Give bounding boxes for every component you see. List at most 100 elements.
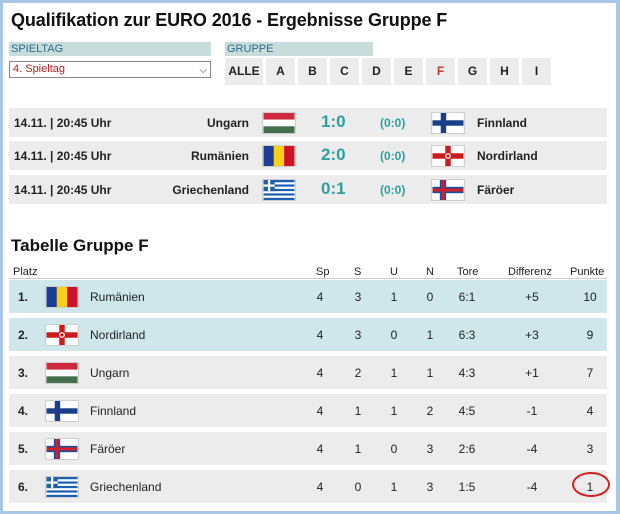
- table-row[interactable]: 3. Ungarn 4 2 1 1 4:3 +1 7: [9, 356, 607, 389]
- group-button-alle[interactable]: ALLE: [225, 58, 263, 85]
- table-row[interactable]: 2. Nordirland 4 3 0 1 6:3 +3 9: [9, 318, 607, 351]
- group-button-e[interactable]: E: [394, 58, 423, 85]
- row-team: Rumänien: [90, 290, 145, 304]
- row-u: 1: [390, 480, 398, 494]
- header-sp: Sp: [316, 266, 330, 278]
- row-s: 1: [354, 404, 362, 418]
- flag-romania-icon: [262, 145, 296, 167]
- match-halftime: (0:0): [380, 149, 406, 163]
- group-button-f[interactable]: F: [426, 58, 455, 85]
- row-team: Griechenland: [90, 480, 162, 494]
- row-sp: 4: [316, 442, 324, 456]
- header-s: S: [354, 266, 362, 278]
- row-n: 2: [426, 404, 434, 418]
- row-punkte: 7: [586, 366, 594, 380]
- row-team: Ungarn: [90, 366, 130, 380]
- table-title: Tabelle Gruppe F: [11, 236, 149, 255]
- group-button-d[interactable]: D: [362, 58, 391, 85]
- row-n: 3: [426, 480, 434, 494]
- flag-hungary-icon: [45, 362, 79, 384]
- row-diff: -4: [526, 480, 538, 494]
- match-score: 1:0: [321, 112, 346, 131]
- group-button-g[interactable]: G: [458, 58, 487, 85]
- match-score: 0:1: [321, 179, 346, 198]
- row-u: 0: [390, 442, 398, 456]
- row-tore: 6:3: [458, 328, 476, 342]
- match-datetime: 14.11. | 20:45 Uhr: [14, 149, 112, 163]
- row-position: 2.: [18, 328, 29, 342]
- row-n: 0: [426, 290, 434, 304]
- gruppe-label: GRUPPE: [225, 42, 373, 56]
- match-halftime: (0:0): [380, 183, 406, 197]
- row-tore: 4:5: [458, 404, 476, 418]
- table-row[interactable]: 4. Finnland 4 1 1 2 4:5 -1 4: [9, 394, 607, 427]
- row-n: 1: [426, 328, 434, 342]
- row-u: 1: [390, 404, 398, 418]
- flag-greece-icon: [262, 179, 296, 201]
- row-sp: 4: [316, 404, 324, 418]
- row-sp: 4: [316, 328, 324, 342]
- header-n: N: [426, 266, 434, 278]
- header-punkte: Punkte: [570, 266, 605, 278]
- table-row[interactable]: 6. Griechenland 4 0 1 3 1:5 -4 1: [9, 470, 607, 503]
- flag-romania-icon: [45, 286, 79, 308]
- spieltag-select[interactable]: 4. Spieltag ⌵: [9, 61, 211, 78]
- flag-finland-icon: [45, 400, 79, 422]
- group-button-b[interactable]: B: [298, 58, 327, 85]
- row-position: 6.: [18, 480, 29, 494]
- match-away-team: Färöer: [477, 183, 515, 197]
- row-punkte: 10: [583, 290, 597, 304]
- header-tore: Tore: [457, 266, 479, 278]
- row-s: 0: [354, 480, 362, 494]
- match-away-team: Finnland: [477, 116, 527, 130]
- page-title: Qualifikation zur EURO 2016 - Ergebnisse…: [11, 10, 448, 30]
- flag-faroe-icon: [45, 438, 79, 460]
- row-team: Finnland: [90, 404, 137, 418]
- row-punkte: 9: [586, 328, 594, 342]
- group-button-c[interactable]: C: [330, 58, 359, 85]
- table-row[interactable]: 5. Färöer 4 1 0 3 2:6 -4 3: [9, 432, 607, 465]
- flag-hungary-icon: [262, 112, 296, 134]
- group-button-h[interactable]: H: [490, 58, 519, 85]
- match-score: 2:0: [321, 145, 346, 164]
- table-row[interactable]: 1. Rumänien 4 3 1 0 6:1 +5 10: [9, 280, 607, 313]
- match-row[interactable]: 14.11. | 20:45 Uhr Rumänien 2:0 (0:0) No…: [9, 141, 607, 170]
- row-u: 1: [390, 290, 398, 304]
- row-tore: 6:1: [458, 290, 476, 304]
- row-s: 1: [354, 442, 362, 456]
- row-s: 3: [354, 290, 362, 304]
- row-n: 1: [426, 366, 434, 380]
- row-sp: 4: [316, 290, 324, 304]
- row-position: 4.: [18, 404, 29, 418]
- row-position: 1.: [18, 290, 29, 304]
- match-row[interactable]: 14.11. | 20:45 Uhr Ungarn 1:0 (0:0) Finn…: [9, 108, 607, 137]
- row-punkte: 4: [586, 404, 594, 418]
- match-away-team: Nordirland: [477, 149, 538, 163]
- row-punkte: 3: [586, 442, 594, 456]
- header-differenz: Differenz: [508, 266, 552, 278]
- flag-greece-icon: [45, 476, 79, 498]
- row-tore: 1:5: [458, 480, 476, 494]
- row-diff: +1: [525, 366, 539, 380]
- header-u: U: [390, 266, 398, 278]
- group-button-a[interactable]: A: [266, 58, 295, 85]
- group-button-i[interactable]: I: [522, 58, 551, 85]
- row-position: 3.: [18, 366, 29, 380]
- match-home-team: Griechenland: [172, 183, 249, 197]
- row-u: 0: [390, 328, 398, 342]
- row-s: 3: [354, 328, 362, 342]
- row-diff: -1: [526, 404, 538, 418]
- row-u: 1: [390, 366, 398, 380]
- row-tore: 2:6: [458, 442, 476, 456]
- flag-finland-icon: [431, 112, 465, 134]
- match-home-team: Ungarn: [207, 116, 249, 130]
- row-position: 5.: [18, 442, 29, 456]
- row-s: 2: [354, 366, 362, 380]
- flag-faroe-icon: [431, 179, 465, 201]
- row-sp: 4: [316, 480, 324, 494]
- match-row[interactable]: 14.11. | 20:45 Uhr Griechenland 0:1 (0:0…: [9, 175, 607, 204]
- row-diff: +3: [525, 328, 539, 342]
- match-halftime: (0:0): [380, 116, 406, 130]
- spieltag-selected-value: 4. Spieltag: [13, 63, 65, 75]
